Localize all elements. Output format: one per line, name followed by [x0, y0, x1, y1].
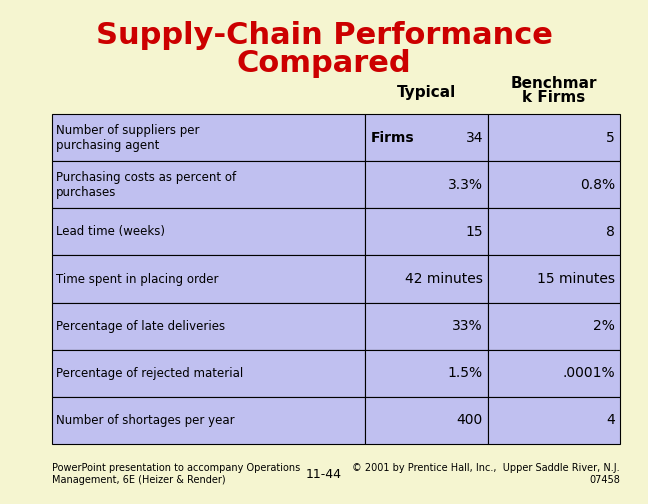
- Bar: [365, 114, 488, 161]
- Bar: [488, 397, 620, 444]
- Bar: [365, 161, 488, 208]
- Text: 15: 15: [465, 225, 483, 239]
- Text: © 2001 by Prentice Hall, Inc.,  Upper Saddle River, N.J.
07458: © 2001 by Prentice Hall, Inc., Upper Sad…: [353, 463, 620, 485]
- Text: 3.3%: 3.3%: [448, 178, 483, 192]
- Bar: [488, 302, 620, 350]
- Bar: [488, 161, 620, 208]
- Bar: [52, 161, 365, 208]
- Bar: [365, 256, 488, 302]
- Bar: [488, 114, 620, 161]
- Bar: [52, 208, 365, 256]
- Text: Percentage of rejected material: Percentage of rejected material: [56, 367, 243, 380]
- Text: Lead time (weeks): Lead time (weeks): [56, 225, 165, 238]
- Text: 42 minutes: 42 minutes: [405, 272, 483, 286]
- Bar: [365, 397, 488, 444]
- Text: Number of shortages per year: Number of shortages per year: [56, 414, 235, 427]
- Bar: [488, 256, 620, 302]
- Text: Benchmar: Benchmar: [511, 77, 597, 92]
- Text: Firms: Firms: [371, 131, 415, 145]
- Bar: [52, 397, 365, 444]
- Text: 34: 34: [465, 131, 483, 145]
- Text: 2%: 2%: [593, 319, 615, 333]
- Bar: [52, 350, 365, 397]
- Text: Purchasing costs as percent of
purchases: Purchasing costs as percent of purchases: [56, 171, 236, 199]
- Bar: [488, 208, 620, 256]
- Text: Percentage of late deliveries: Percentage of late deliveries: [56, 320, 225, 333]
- Text: .0001%: .0001%: [562, 366, 615, 381]
- Text: Supply-Chain Performance: Supply-Chain Performance: [95, 22, 553, 50]
- Bar: [488, 350, 620, 397]
- Text: 4: 4: [607, 413, 615, 427]
- Text: 33%: 33%: [452, 319, 483, 333]
- Text: 15 minutes: 15 minutes: [537, 272, 615, 286]
- Text: Number of suppliers per
purchasing agent: Number of suppliers per purchasing agent: [56, 123, 200, 152]
- Text: 0.8%: 0.8%: [580, 178, 615, 192]
- Bar: [52, 302, 365, 350]
- Text: 8: 8: [606, 225, 615, 239]
- Bar: [52, 256, 365, 302]
- Bar: [52, 114, 365, 161]
- Text: 400: 400: [457, 413, 483, 427]
- Bar: [365, 350, 488, 397]
- Text: PowerPoint presentation to accompany Operations
Management, 6E (Heizer & Render): PowerPoint presentation to accompany Ope…: [52, 463, 300, 485]
- Bar: [365, 208, 488, 256]
- Text: k Firms: k Firms: [522, 91, 586, 105]
- Text: Typical: Typical: [397, 85, 456, 99]
- Text: Time spent in placing order: Time spent in placing order: [56, 273, 218, 285]
- Text: Compared: Compared: [237, 49, 411, 79]
- Bar: [365, 302, 488, 350]
- Text: 5: 5: [607, 131, 615, 145]
- Text: 1.5%: 1.5%: [448, 366, 483, 381]
- Text: 11-44: 11-44: [306, 468, 342, 480]
